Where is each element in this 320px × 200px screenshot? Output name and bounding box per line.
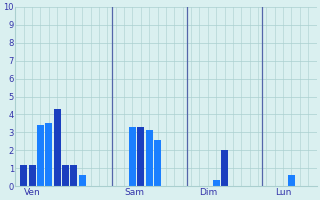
Bar <box>79 175 86 186</box>
Bar <box>70 165 77 186</box>
Bar <box>62 165 69 186</box>
Bar <box>129 127 136 186</box>
Bar <box>137 127 144 186</box>
Bar <box>54 109 61 186</box>
Bar <box>146 130 153 186</box>
Bar <box>212 180 220 186</box>
Bar <box>28 165 36 186</box>
Bar <box>37 125 44 186</box>
Bar <box>45 123 52 186</box>
Bar <box>20 165 27 186</box>
Bar <box>221 150 228 186</box>
Bar <box>154 140 161 186</box>
Bar <box>288 175 295 186</box>
